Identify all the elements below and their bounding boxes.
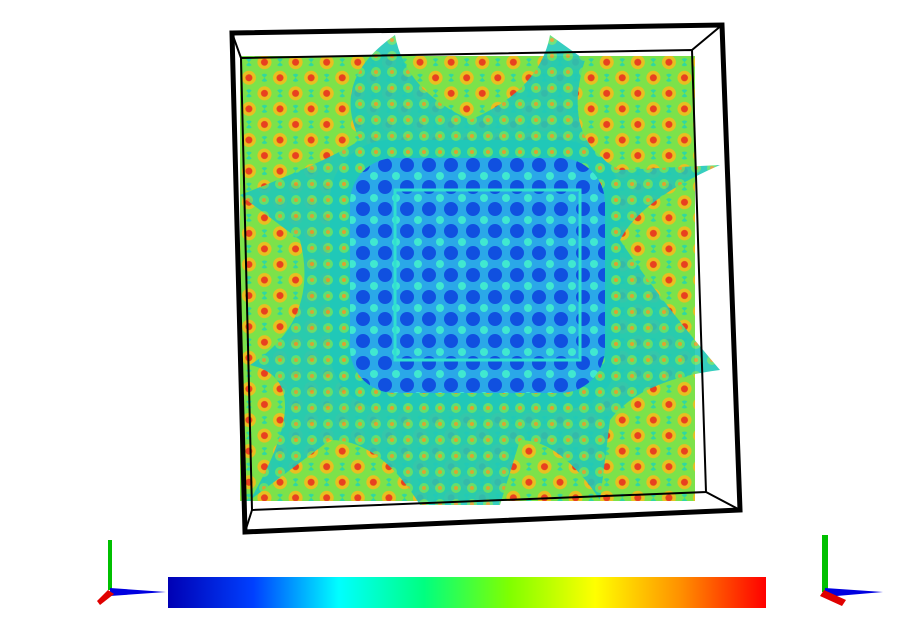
fermi-surface xyxy=(240,35,720,505)
box-edge xyxy=(691,24,723,51)
bounding-box xyxy=(229,22,743,535)
axis-y xyxy=(822,535,828,592)
box-edge xyxy=(231,32,242,59)
box-edge xyxy=(705,491,741,511)
axis-triad-left xyxy=(97,540,166,605)
box-edge xyxy=(244,509,253,533)
axis-z xyxy=(820,590,846,606)
axis-y xyxy=(108,540,112,590)
axis-x xyxy=(825,588,883,597)
axis-z xyxy=(97,590,114,605)
inner-face xyxy=(393,188,582,362)
axis-x xyxy=(110,588,166,596)
colorbar xyxy=(168,577,766,608)
axis-triad-right xyxy=(820,535,883,606)
